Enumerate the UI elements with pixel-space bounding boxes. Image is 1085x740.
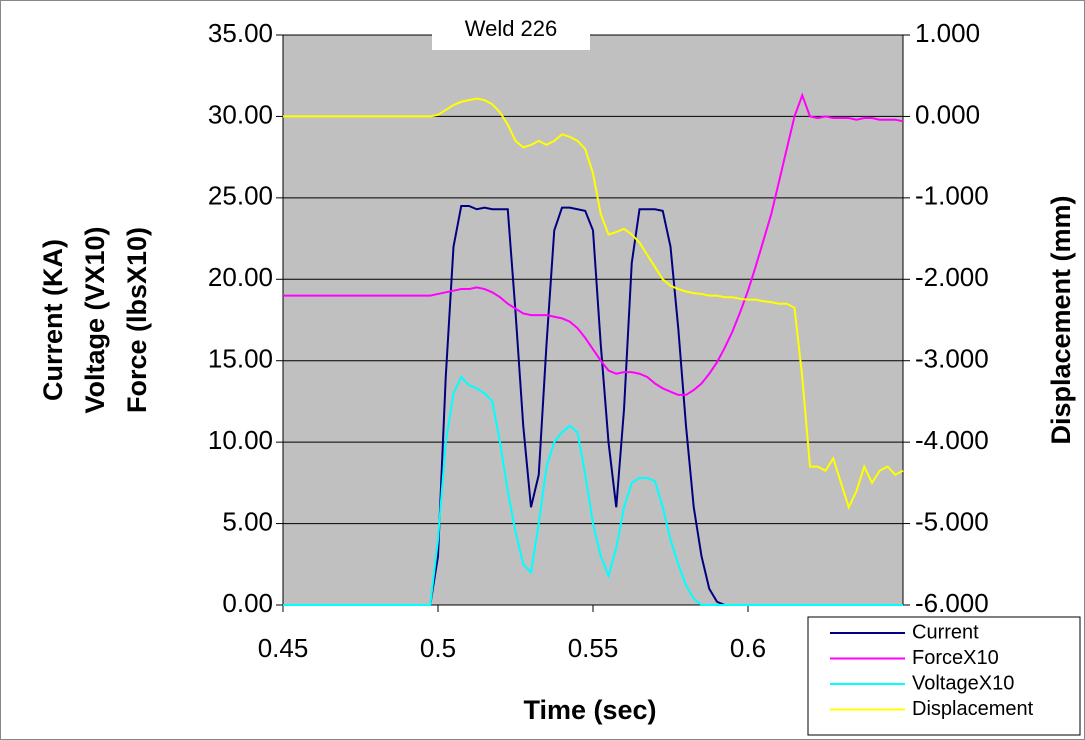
x-tick-label: 0.55 (568, 633, 619, 663)
y2-tick-label: 0.000 (915, 99, 980, 129)
x-tick-label: 0.45 (258, 633, 309, 663)
plot-area (282, 34, 904, 606)
series-line (283, 375, 903, 606)
title-box (432, 10, 590, 50)
legend-label: Current (912, 621, 979, 643)
chart-title: Weld 226 (465, 16, 558, 41)
y2-tick-label: -4.000 (915, 425, 989, 455)
series-line (283, 97, 904, 511)
y-tick-label: 25.00 (208, 181, 273, 211)
x-axis-title: Time (sec) (523, 695, 656, 725)
y-tick-label: 35.00 (208, 18, 273, 48)
series-line (283, 92, 904, 396)
x-tick-label: 0.6 (730, 633, 766, 663)
y2-tick-label: -6.000 (915, 588, 989, 618)
y-axis-title: Force (lbsX10) (122, 227, 152, 413)
y2-tick-label: 1.000 (915, 18, 980, 48)
y2-tick-label: -1.000 (915, 181, 989, 211)
legend-items: Current ForceX10 VoltageX10 Displacement (830, 621, 1034, 720)
y-tick-label: 30.00 (208, 99, 273, 129)
legend-label: ForceX10 (912, 647, 999, 669)
x-tick-label: 0.5 (420, 633, 456, 663)
y2-tick-label: -3.000 (915, 344, 989, 374)
y2-tick-label: -2.000 (915, 262, 989, 292)
y-axis-title: Current (KA) (38, 239, 68, 401)
lines (283, 92, 904, 606)
y2-axis-title: Displacement (mm) (1046, 195, 1076, 444)
y-axis-title: Voltage (VX10) (80, 226, 110, 413)
y-tick-label: 20.00 (208, 262, 273, 292)
y-tick-label: 5.00 (222, 506, 273, 536)
legend-label: VoltageX10 (912, 672, 1014, 694)
y-tick-label: 15.00 (208, 344, 273, 374)
y-tick-label: 10.00 (208, 425, 273, 455)
legend-label: Displacement (912, 698, 1034, 720)
y2-tick-label: -5.000 (915, 506, 989, 536)
legend (807, 616, 1081, 736)
y-tick-label: 0.00 (222, 588, 273, 618)
